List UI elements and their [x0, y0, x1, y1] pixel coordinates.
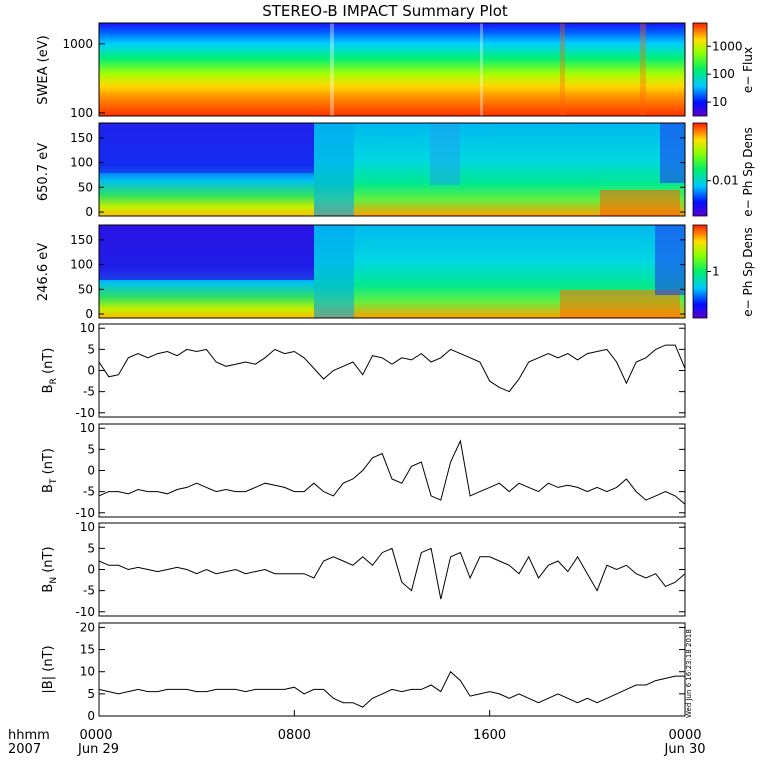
- ytick-label: 0: [87, 709, 95, 723]
- colorbar-tick-label: 1000: [712, 39, 743, 53]
- ytick-label: -5: [83, 584, 95, 598]
- pad-650-panel: 650.7 eV 150 100 50 0 0.01 e− Ph Sp Dens: [36, 122, 755, 219]
- colorbar-tick-label: 10: [712, 95, 727, 109]
- time-axis-ticks: 0000 0800 1600 0000: [79, 710, 702, 743]
- ytick-label: 10: [80, 321, 95, 335]
- ytick-label: -5: [83, 385, 95, 399]
- footer-date-start: Jun 29: [77, 742, 119, 757]
- plot-title: STEREO-B IMPACT Summary Plot: [262, 2, 508, 20]
- ytick-label: 100: [70, 106, 93, 120]
- magnetic-field-panels: 10 5 0 -5 -10 BR (nT) 10 5 0 -5 -10 BT (nT) 10 5 0 -5 -1…: [41, 321, 686, 723]
- bn-ylabel: BN (nT): [41, 546, 59, 592]
- ytick-label: 50: [78, 282, 93, 296]
- br-ylabel: BR (nT): [41, 348, 59, 394]
- pad-246-colorbar-label: e− Ph Sp Dens: [741, 227, 755, 316]
- ytick-label: 100: [70, 156, 93, 170]
- ytick-label: 0: [85, 205, 93, 219]
- pad-650-yticks: 150 100 50 0: [70, 131, 685, 219]
- bt-ylabel: BT (nT): [41, 448, 59, 493]
- br-plot-area: [98, 323, 686, 418]
- swea-panel: SWEA (eV) 1000 100 1000 100 10 e− Flux: [36, 22, 755, 120]
- ytick-label: 10: [80, 520, 95, 534]
- bmag-plot-area: [98, 622, 686, 717]
- bn-series-line: [98, 547, 686, 600]
- xtick-label: 1600: [473, 728, 506, 743]
- generation-stamp: Wed Jun 6 16:23:18 2018: [685, 629, 693, 718]
- ytick-label: -10: [75, 506, 95, 520]
- bt-plot-area: [98, 423, 686, 518]
- pad-246-panel: 246.6 eV 150 100 50 0 1 e− Ph Sp Dens: [36, 224, 755, 321]
- swea-colorbar-label: e− Flux: [741, 47, 755, 93]
- xtick-label: 0800: [278, 728, 311, 743]
- pad-650-colorbar-label: e− Ph Sp Dens: [741, 127, 755, 216]
- pad-650-colorbar: [692, 122, 708, 217]
- footer-hhmm: hhmm: [8, 728, 50, 743]
- ytick-label: -10: [75, 605, 95, 619]
- ytick-label: 50: [78, 180, 93, 194]
- pad-246-ylabel: 246.6 eV: [36, 243, 51, 301]
- swea-colorbar: [692, 22, 708, 117]
- swea-spectrogram: [99, 23, 685, 116]
- bmag-panel: 20 15 10 5 0 |B| (nT): [41, 620, 686, 723]
- swea-yticks: 1000 100: [62, 37, 105, 120]
- colorbar-tick-label: 0.01: [712, 174, 739, 188]
- footer-year: 2007: [8, 742, 41, 757]
- swea-colorbar-ticks: 1000 100 10: [707, 39, 743, 109]
- pad-650-ylabel: 650.7 eV: [36, 143, 51, 201]
- ytick-label: 10: [80, 421, 95, 435]
- ytick-label: 0: [85, 307, 93, 321]
- ytick-label: 5: [87, 342, 95, 356]
- ytick-label: 1000: [62, 37, 93, 51]
- ytick-label: 150: [70, 233, 93, 247]
- pad-246-colorbar: [692, 224, 708, 319]
- ytick-label: -5: [83, 485, 95, 499]
- xtick-label: 0000: [668, 728, 701, 743]
- bn-panel: 10 5 0 -5 -10 BN (nT): [41, 520, 686, 619]
- ytick-label: 0: [87, 364, 95, 378]
- colorbar-tick-label: 100: [712, 67, 735, 81]
- br-panel: 10 5 0 -5 -10 BR (nT): [41, 321, 686, 420]
- ytick-label: -10: [75, 406, 95, 420]
- ytick-label: 0: [87, 464, 95, 478]
- bmag-series-line: [98, 670, 685, 708]
- pad-246-colorbar-ticks: 1: [707, 265, 720, 279]
- swea-ylabel: SWEA (eV): [36, 35, 51, 104]
- colorbar-tick-label: 1: [712, 265, 720, 279]
- ytick-label: 5: [87, 541, 95, 555]
- ytick-label: 5: [87, 687, 95, 701]
- ytick-label: 15: [80, 643, 95, 657]
- ytick-label: 100: [70, 258, 93, 272]
- swea-streaks: [330, 23, 646, 116]
- ytick-label: 5: [87, 442, 95, 456]
- br-series-line: [98, 344, 686, 393]
- bmag-ylabel: |B| (nT): [41, 645, 56, 693]
- ytick-label: 10: [80, 665, 95, 679]
- bt-series-line: [98, 439, 686, 505]
- xtick-label: 0000: [79, 728, 112, 743]
- ytick-label: 150: [70, 131, 93, 145]
- bt-panel: 10 5 0 -5 -10 BT (nT): [41, 421, 686, 520]
- footer-date-end: Jun 30: [664, 742, 706, 757]
- ytick-label: 20: [80, 620, 95, 634]
- bn-plot-area: [98, 522, 686, 617]
- pad-650-colorbar-ticks: 0.01: [707, 174, 739, 188]
- ytick-label: 0: [87, 563, 95, 577]
- pad-246-yticks: 150 100 50 0: [70, 233, 685, 321]
